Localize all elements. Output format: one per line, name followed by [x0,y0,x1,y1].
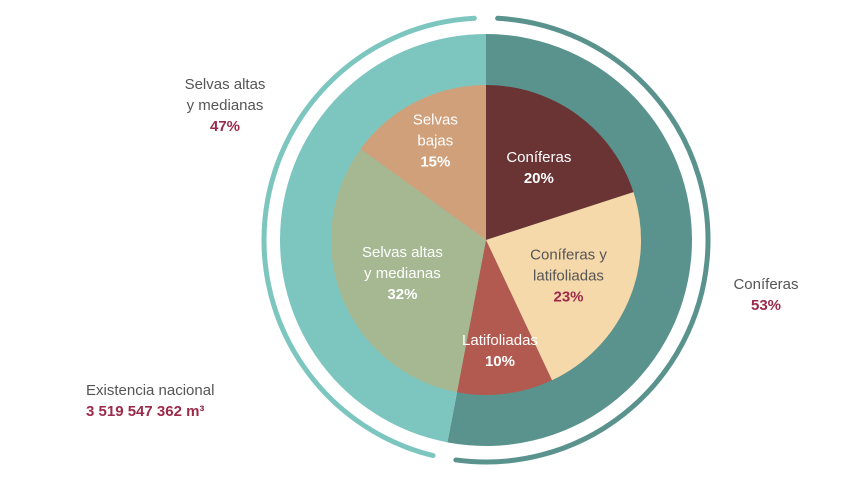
inner-label-selvas-altas-y-medianas: Selvas altas y medianas 32% [362,244,443,303]
total-volume-value: 3 519 547 362 m³ [86,403,205,420]
inner-label-value: 32% [387,286,417,303]
inner-label-selvas-bajas: Selvas bajas 15% [413,112,458,171]
inner-label-line: Coníferas [506,149,571,166]
inner-label-latifoliadas: Latifoliadas 10% [462,332,538,370]
outer-label-coniferas: Coníferas 53% [718,274,814,316]
inner-label-line: Selvas [413,112,458,129]
inner-label-line: bajas [417,133,453,150]
inner-slice-selvas-altas-y-medianas [330,148,486,393]
inner-slice-coniferas [486,85,634,240]
total-volume-caption: Existencia nacional [86,382,215,399]
outer-frame-arcs [261,15,711,465]
total-volume-label: Existencia nacional 3 519 547 362 m³ [86,380,256,422]
inner-slice-selvas-bajas [360,85,486,240]
inner-label-line: Latifoliadas [462,332,538,349]
inner-label-line: latifoliadas [533,268,604,285]
inner-label-value: 20% [524,170,554,187]
outer-frame-arc-selvas-altas-y-medianas [261,15,477,459]
outer-label-selvas-value: 47% [209,118,241,135]
inner-label-value: 10% [485,353,515,370]
outer-frame-arc-coniferas [453,15,711,465]
outer-label-selvas-line1: Selvas altas [184,76,266,93]
inner-label-line: Coníferas y [530,247,607,264]
inner-slice-coniferas-y-latifoliadas [486,192,641,381]
outer-label-selvas-altas: Selvas altas y medianas 47% [170,74,280,137]
outer-label-coniferas-name: Coníferas [733,276,799,293]
inner-label-line: Selvas altas [362,244,443,261]
inner-pie-group [330,85,641,395]
outer-label-coniferas-value: 53% [750,297,782,314]
inner-label-line: y medianas [364,265,441,282]
inner-labels-group: Coníferas 20% Coníferas y latifoliadas 23% La… [362,112,607,371]
inner-label-coniferas-y-latifoliadas: Coníferas y latifoliadas 23% [530,247,607,306]
inner-label-value: 15% [420,154,450,171]
inner-label-coniferas: Coníferas 20% [506,149,571,187]
inner-slice-latifoliadas [456,240,552,395]
inner-label-value: 23% [553,289,583,306]
outer-label-selvas-line2: y medianas [186,97,264,114]
